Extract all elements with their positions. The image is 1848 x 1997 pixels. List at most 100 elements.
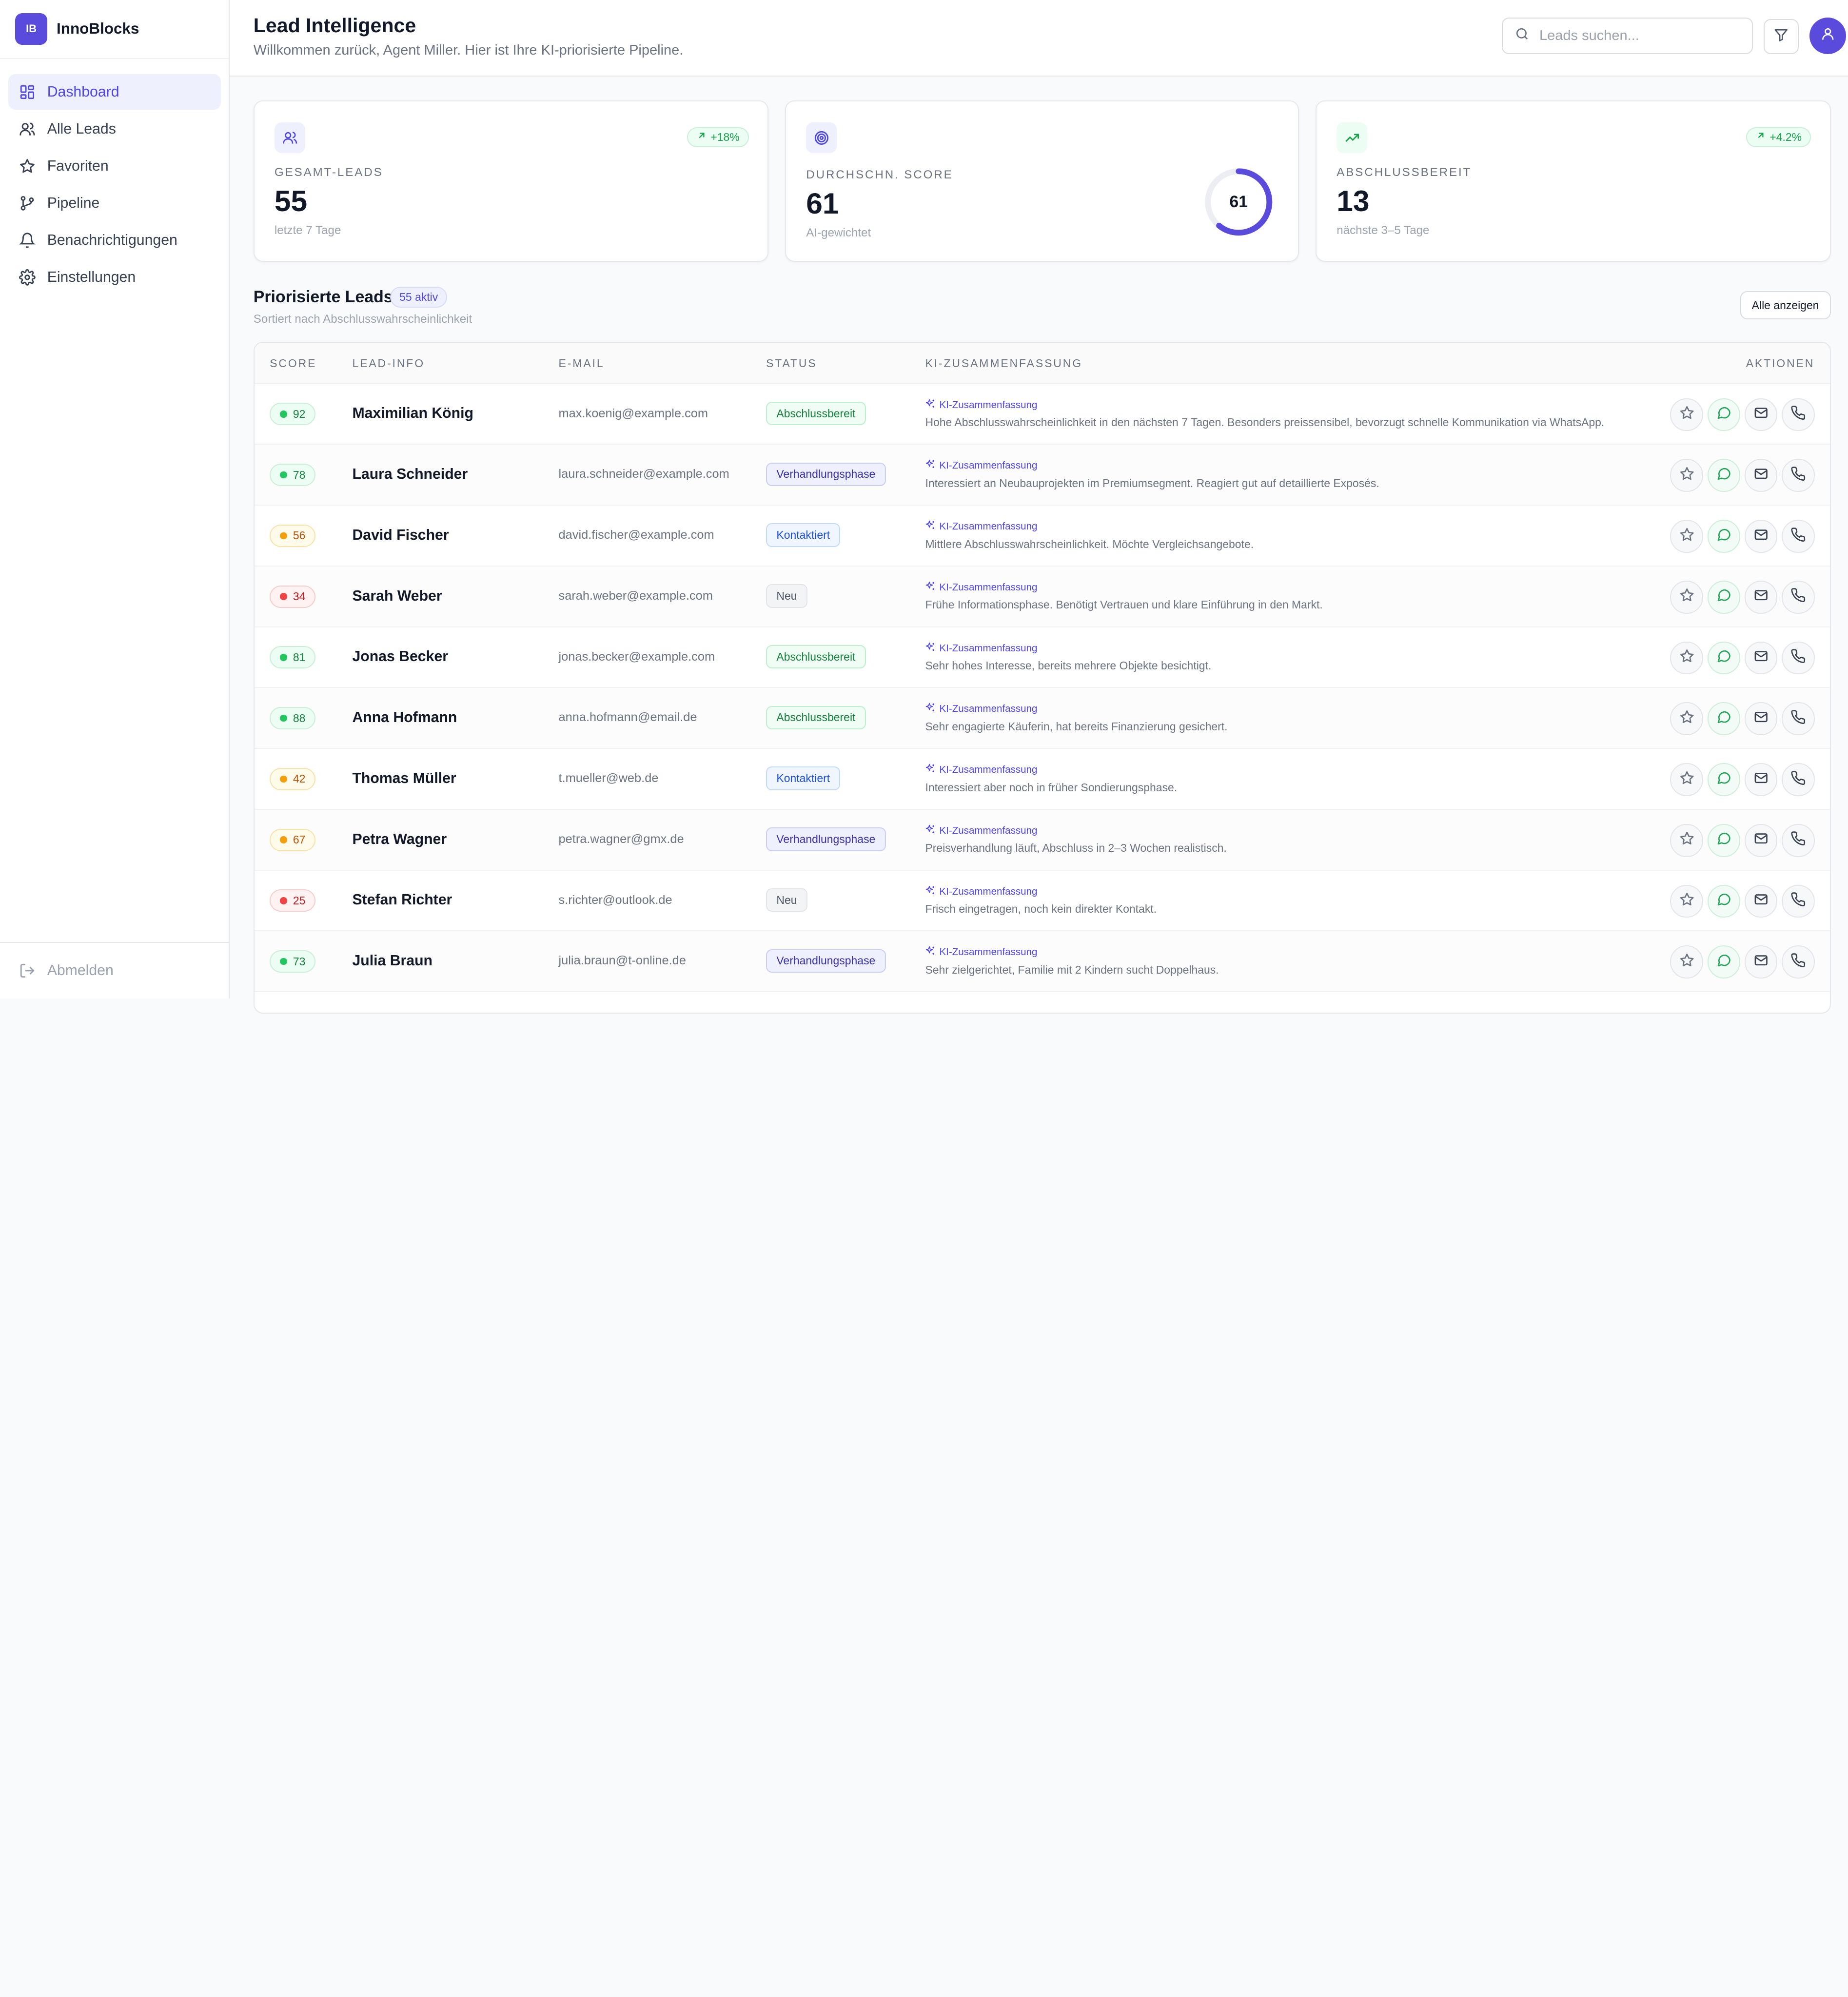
email-button[interactable] [1744, 641, 1778, 675]
call-button[interactable] [1781, 520, 1815, 553]
ai-summary-text: Frühe Informationsphase. Benötigt Vertra… [925, 598, 1323, 611]
favorite-button[interactable] [1670, 520, 1704, 553]
table-row[interactable]: 88 Anna Hofmann anna.hofmann@email.de Ab… [254, 688, 1830, 749]
sidebar-item-einstellungen[interactable]: Einstellungen [8, 260, 221, 295]
brand-name: InnoBlocks [57, 20, 139, 38]
table-row[interactable]: 34 Sarah Weber sarah.weber@example.com N… [254, 566, 1830, 627]
favorite-button[interactable] [1670, 763, 1704, 796]
lead-email[interactable]: anna.hofmann@email.de [558, 710, 697, 724]
column-header-summary[interactable]: KI-Zusammenfassung [925, 357, 1083, 370]
favorite-button[interactable] [1670, 823, 1704, 857]
lead-email[interactable]: max.koenig@example.com [558, 406, 708, 420]
favorite-button[interactable] [1670, 398, 1704, 431]
lead-name[interactable]: Stefan Richter [352, 892, 452, 908]
lead-name[interactable]: Thomas Müller [352, 770, 456, 786]
search-input[interactable] [1539, 28, 1740, 44]
call-button[interactable] [1781, 641, 1815, 675]
whatsapp-button[interactable] [1707, 884, 1741, 918]
whatsapp-button[interactable] [1707, 702, 1741, 736]
lead-name[interactable]: Laura Schneider [352, 466, 468, 482]
table-row[interactable]: 67 Petra Wagner petra.wagner@gmx.de Verh… [254, 809, 1830, 871]
row-actions [1670, 884, 1815, 918]
whatsapp-button[interactable] [1707, 641, 1741, 675]
email-button[interactable] [1744, 823, 1778, 857]
sidebar-item-benachrichtigungen[interactable]: Benachrichtigungen [8, 223, 221, 258]
favorite-button[interactable] [1670, 459, 1704, 492]
lead-email[interactable]: petra.wagner@gmx.de [558, 832, 684, 846]
lead-email[interactable]: david.fischer@example.com [558, 528, 714, 542]
call-button[interactable] [1781, 580, 1815, 614]
whatsapp-button[interactable] [1707, 945, 1741, 979]
table-row[interactable]: 25 Stefan Richter s.richter@outlook.de N… [254, 871, 1830, 932]
column-header-email[interactable]: E-Mail [558, 357, 605, 370]
lead-name[interactable]: Julia Braun [352, 953, 433, 969]
table-row[interactable]: 81 Jonas Becker jonas.becker@example.com… [254, 627, 1830, 688]
whatsapp-button[interactable] [1707, 763, 1741, 796]
lead-email[interactable]: jonas.becker@example.com [558, 649, 715, 664]
lead-name[interactable]: Sarah Weber [352, 587, 442, 604]
table-row[interactable]: 78 Laura Schneider laura.schneider@examp… [254, 445, 1830, 506]
call-button[interactable] [1781, 884, 1815, 918]
lead-email[interactable]: s.richter@outlook.de [558, 893, 672, 907]
lead-email[interactable]: t.mueller@web.de [558, 771, 659, 785]
table-row[interactable]: 92 Maximilian König max.koenig@example.c… [254, 384, 1830, 445]
lead-email[interactable]: laura.schneider@example.com [558, 467, 729, 481]
favorite-button[interactable] [1670, 580, 1704, 614]
table-row[interactable]: 73 Julia Braun julia.braun@t-online.de V… [254, 931, 1830, 993]
call-button[interactable] [1781, 945, 1815, 979]
call-button[interactable] [1781, 398, 1815, 431]
filter-button[interactable] [1763, 19, 1799, 55]
email-button[interactable] [1744, 702, 1778, 736]
call-button[interactable] [1781, 823, 1815, 857]
sparkles-icon [925, 459, 936, 472]
column-header-score[interactable]: Score [270, 357, 317, 370]
favorite-button[interactable] [1670, 702, 1704, 736]
score-value: 67 [293, 833, 306, 846]
sidebar-item-pipeline[interactable]: Pipeline [8, 186, 221, 221]
stat-label: Durchschn. Score [806, 168, 953, 182]
table-row[interactable]: 56 David Fischer david.fischer@example.c… [254, 506, 1830, 567]
lead-email[interactable]: julia.braun@t-online.de [558, 954, 686, 968]
favorite-button[interactable] [1670, 945, 1704, 979]
whatsapp-button[interactable] [1707, 823, 1741, 857]
ai-summary-text: Preisverhandlung läuft, Abschluss in 2–3… [925, 842, 1227, 855]
call-button[interactable] [1781, 459, 1815, 492]
lead-name[interactable]: Anna Hofmann [352, 709, 457, 725]
table-header: Score Lead-Info E-Mail Status KI-Zusamme… [254, 343, 1830, 384]
call-button[interactable] [1781, 702, 1815, 736]
call-button[interactable] [1781, 763, 1815, 796]
whatsapp-button[interactable] [1707, 459, 1741, 492]
sidebar-item-favoriten[interactable]: Favoriten [8, 149, 221, 184]
row-actions [1670, 520, 1815, 553]
whatsapp-button[interactable] [1707, 520, 1741, 553]
email-button[interactable] [1744, 398, 1778, 431]
whatsapp-button[interactable] [1707, 398, 1741, 431]
logout-button[interactable]: Abmelden [0, 941, 229, 998]
lead-name[interactable]: Maximilian König [352, 405, 473, 422]
lead-name[interactable]: Jonas Becker [352, 648, 448, 665]
score-ring-arc [1205, 168, 1273, 236]
gear-icon [19, 269, 36, 286]
show-all-button[interactable]: Alle anzeigen [1740, 291, 1831, 320]
email-button[interactable] [1744, 945, 1778, 979]
score-badge: 78 [270, 464, 316, 487]
lead-name[interactable]: David Fischer [352, 527, 449, 543]
column-header-lead[interactable]: Lead-Info [352, 357, 425, 370]
email-button[interactable] [1744, 520, 1778, 553]
score-dot [280, 471, 287, 479]
table-row[interactable]: 42 Thomas Müller t.mueller@web.de Kontak… [254, 749, 1830, 810]
email-button[interactable] [1744, 763, 1778, 796]
email-button[interactable] [1744, 884, 1778, 918]
lead-name[interactable]: Petra Wagner [352, 831, 447, 847]
email-button[interactable] [1744, 459, 1778, 492]
whatsapp-button[interactable] [1707, 580, 1741, 614]
avatar[interactable] [1809, 18, 1847, 55]
lead-email[interactable]: sarah.weber@example.com [558, 588, 713, 603]
favorite-button[interactable] [1670, 884, 1704, 918]
sidebar-item-alle-leads[interactable]: Alle Leads [8, 111, 221, 147]
favorite-button[interactable] [1670, 641, 1704, 675]
column-header-status[interactable]: Status [766, 357, 817, 370]
sparkles-icon [925, 398, 936, 412]
email-button[interactable] [1744, 580, 1778, 614]
sidebar-item-dashboard[interactable]: Dashboard [8, 74, 221, 110]
